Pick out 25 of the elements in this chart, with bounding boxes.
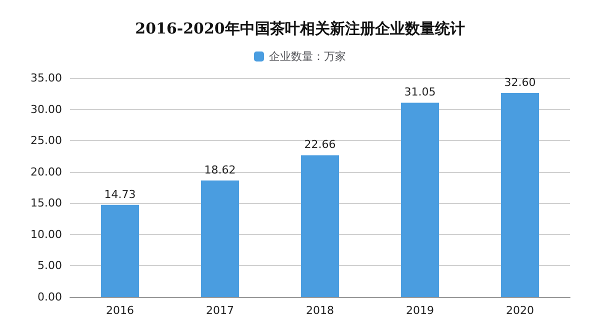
data-label: 22.66 [304,138,336,152]
bar [301,155,339,297]
data-label: 31.05 [404,86,436,99]
x-tick-label: 2017 [206,304,234,317]
y-tick-label: 20.00 [30,165,62,178]
bar [501,93,539,297]
data-label: 14.73 [104,188,136,201]
bar [401,102,439,297]
bar [101,204,139,297]
bar [201,180,239,297]
y-tick-label: 0.00 [38,290,62,304]
x-tick-label: 2016 [106,304,134,317]
y-tick-label: 5.00 [38,259,62,272]
y-tick-label: 10.00 [30,228,62,241]
y-tick-label: 30.00 [30,102,62,116]
chart-title: 2016-2020年中国茶叶相关新注册企业数量统计 [135,20,465,38]
data-label: 18.62 [204,163,236,176]
y-tick-label: 35.00 [30,72,62,84]
y-tick-label: 25.00 [30,134,62,148]
data-label: 32.60 [504,76,536,90]
legend-label: 企业数量：万家 [269,50,346,63]
x-tick-label: 2019 [406,304,434,317]
x-tick-label: 2018 [306,304,334,317]
y-tick-label: 15.00 [30,196,62,210]
x-tick-label: 2020 [506,304,534,317]
